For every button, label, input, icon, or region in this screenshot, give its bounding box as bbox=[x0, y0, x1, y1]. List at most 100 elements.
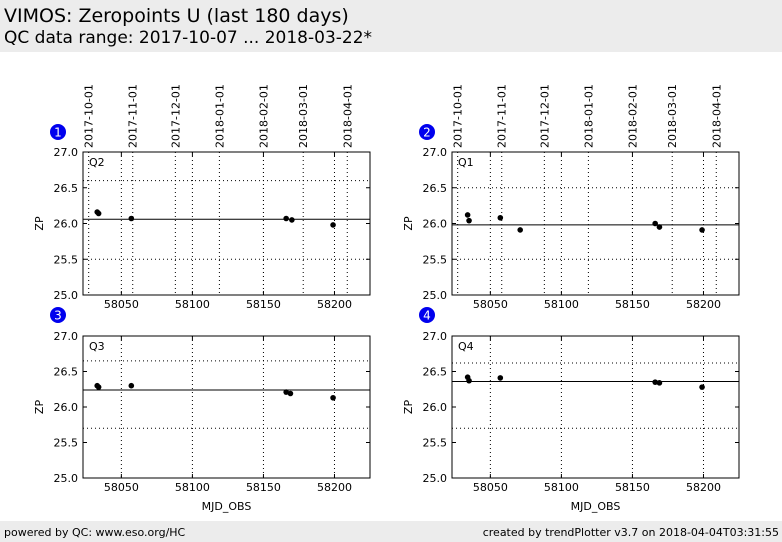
panel-2-xtick-label: 58100 bbox=[544, 298, 579, 311]
panel-2-ytick-label: 27.0 bbox=[423, 146, 448, 159]
panel-3-ytick-label: 26.5 bbox=[54, 366, 79, 379]
panel-4-ytick-label: 25.0 bbox=[423, 472, 448, 485]
panel-1-ytick-label: 26.0 bbox=[54, 218, 79, 231]
panel-3-ytick-label: 27.0 bbox=[54, 330, 79, 343]
panel-1-date-tick-label: 2018-01-01 bbox=[213, 84, 226, 148]
panel-3-data-point bbox=[128, 382, 135, 389]
panel-1-data-point bbox=[283, 215, 289, 222]
panel-1-data-point bbox=[289, 217, 295, 223]
header-band: VIMOS: Zeropoints U (last 180 days) QC d… bbox=[0, 0, 782, 52]
panel-1-date-tick-label: 2018-02-01 bbox=[257, 84, 270, 148]
panel-3-frame bbox=[82, 335, 371, 479]
panel-1-date-tick-label: 2017-10-01 bbox=[83, 84, 96, 148]
panel-4-data-point bbox=[466, 377, 472, 384]
panel-2-badge bbox=[419, 124, 435, 140]
panel-2-xtick-label: 58150 bbox=[615, 298, 650, 311]
page-subtitle: QC data range: 2017-10-07 ... 2018-03-22… bbox=[4, 28, 373, 48]
panel-3-xtick-label: 58050 bbox=[104, 481, 139, 494]
panel-2-badge-number: 2 bbox=[423, 126, 431, 140]
panel-3-xtick-label: 58100 bbox=[175, 481, 210, 494]
panel-1-ytick-label: 25.5 bbox=[54, 253, 79, 266]
panel-1-ytick-label: 26.5 bbox=[54, 182, 79, 195]
panel-3-xtick-label: 58150 bbox=[246, 481, 281, 494]
panel-3-xlabel: MJD_OBS bbox=[202, 500, 252, 513]
panel-2-date-tick-label: 2018-02-01 bbox=[626, 84, 639, 148]
panel-3-data-point bbox=[330, 394, 336, 401]
footer-created: created by trendPlotter v3.7 on 2018-04-… bbox=[482, 526, 779, 539]
panel-2-date-tick-label: 2017-10-01 bbox=[452, 84, 465, 148]
panel-3-xtick-label: 58200 bbox=[317, 481, 352, 494]
panel-4-data-point bbox=[656, 380, 663, 386]
page-title: VIMOS: Zeropoints U (last 180 days) bbox=[4, 5, 349, 27]
panel-2-data-point bbox=[464, 212, 471, 218]
panel-2-data-point bbox=[466, 217, 472, 224]
panel-1-ytick-label: 25.0 bbox=[54, 289, 79, 302]
panel-3-ytick-label: 25.0 bbox=[54, 472, 79, 485]
panel-2-ytick-label: 26.0 bbox=[423, 218, 448, 231]
panel-2-data-point bbox=[652, 220, 658, 227]
panel-1-label: Q2 bbox=[89, 156, 105, 169]
panel-3-ylabel: ZP bbox=[33, 400, 46, 415]
panel-1-date-tick-label: 2018-03-01 bbox=[297, 84, 310, 148]
panel-3-badge-number: 3 bbox=[54, 309, 62, 323]
panel-1-xtick-label: 58200 bbox=[317, 298, 352, 311]
panel-2-date-tick-label: 2017-11-01 bbox=[496, 84, 509, 148]
panel-4-data-point bbox=[652, 379, 658, 385]
panel-4-xtick-label: 58150 bbox=[615, 481, 650, 494]
panel-1-ylabel: ZP bbox=[33, 216, 46, 231]
panel-3-badge bbox=[50, 307, 66, 323]
panel-2-data-point bbox=[497, 214, 504, 221]
panel-2-date-tick-label: 2018-03-01 bbox=[666, 84, 679, 148]
panel-4-label: Q4 bbox=[458, 340, 474, 353]
panel-1-xtick-label: 58050 bbox=[104, 298, 139, 311]
panel-3-label: Q3 bbox=[89, 340, 105, 353]
panel-2-xtick-label: 58050 bbox=[473, 298, 508, 311]
panel-2-ylabel: ZP bbox=[402, 216, 415, 231]
panel-4-xtick-label: 58100 bbox=[544, 481, 579, 494]
panel-1-date-tick-label: 2017-12-01 bbox=[169, 84, 182, 148]
panel-2-ytick-label: 25.5 bbox=[423, 253, 448, 266]
panel-4-badge bbox=[419, 307, 435, 323]
panel-4-badge-number: 4 bbox=[423, 309, 431, 323]
panel-1-data-point bbox=[95, 210, 102, 217]
panel-4-frame bbox=[451, 335, 740, 479]
panel-1-date-tick-label: 2018-04-01 bbox=[341, 84, 354, 148]
panel-1-data-point bbox=[128, 215, 135, 222]
panel-2-frame bbox=[451, 151, 740, 296]
panel-1-xtick-label: 58150 bbox=[246, 298, 281, 311]
panel-2-label: Q1 bbox=[458, 156, 474, 169]
panel-4-xtick-label: 58200 bbox=[686, 481, 721, 494]
panel-2-data-point bbox=[517, 227, 523, 233]
panel-1-frame bbox=[82, 151, 371, 296]
panel-3-data-point bbox=[95, 384, 102, 390]
panel-4-ytick-label: 27.0 bbox=[423, 330, 448, 343]
panel-4-data-point bbox=[699, 384, 705, 390]
panel-1-ytick-label: 27.0 bbox=[54, 146, 79, 159]
panel-4-xlabel: MJD_OBS bbox=[571, 500, 621, 513]
panel-1-date-tick-label: 2017-11-01 bbox=[127, 84, 140, 148]
panel-3-data-point bbox=[287, 390, 294, 397]
panel-1-badge-number: 1 bbox=[54, 126, 62, 140]
panel-2-ytick-label: 26.5 bbox=[423, 182, 448, 195]
panel-3-ytick-label: 25.5 bbox=[54, 437, 79, 450]
panel-2-data-point bbox=[699, 227, 705, 233]
panel-1-data-point bbox=[330, 222, 336, 228]
plot-area: 25.0 25.5 26.0 26.5 27.0 58050 58100 58150 58200… bbox=[0, 52, 782, 521]
panel-2-date-tick-label: 2017-12-01 bbox=[538, 84, 551, 148]
panel-1-xtick-label: 58100 bbox=[175, 298, 210, 311]
panel-2-date-tick-label: 2018-04-01 bbox=[710, 84, 723, 148]
panel-4-ylabel: ZP bbox=[402, 400, 415, 415]
panel-4-ytick-label: 26.0 bbox=[423, 401, 448, 414]
footer-band: powered by QC: www.eso.org/HC created by… bbox=[0, 521, 782, 542]
panel-2-xtick-label: 58200 bbox=[686, 298, 721, 311]
panel-2-ytick-label: 25.0 bbox=[423, 289, 448, 302]
panel-1-badge bbox=[50, 124, 66, 140]
footer-credit: powered by QC: www.eso.org/HC bbox=[4, 526, 186, 539]
panel-4-data-point bbox=[497, 375, 504, 381]
panel-2-data-point bbox=[656, 224, 663, 230]
charts-svg: 25.0 25.5 26.0 26.5 27.0 58050 58100 58150 58200… bbox=[33, 84, 740, 513]
panel-3-data-point bbox=[283, 389, 289, 395]
panel-4-ytick-label: 25.5 bbox=[423, 437, 448, 450]
panel-2-date-tick-label: 2018-01-01 bbox=[582, 84, 595, 148]
panel-4-xtick-label: 58050 bbox=[473, 481, 508, 494]
